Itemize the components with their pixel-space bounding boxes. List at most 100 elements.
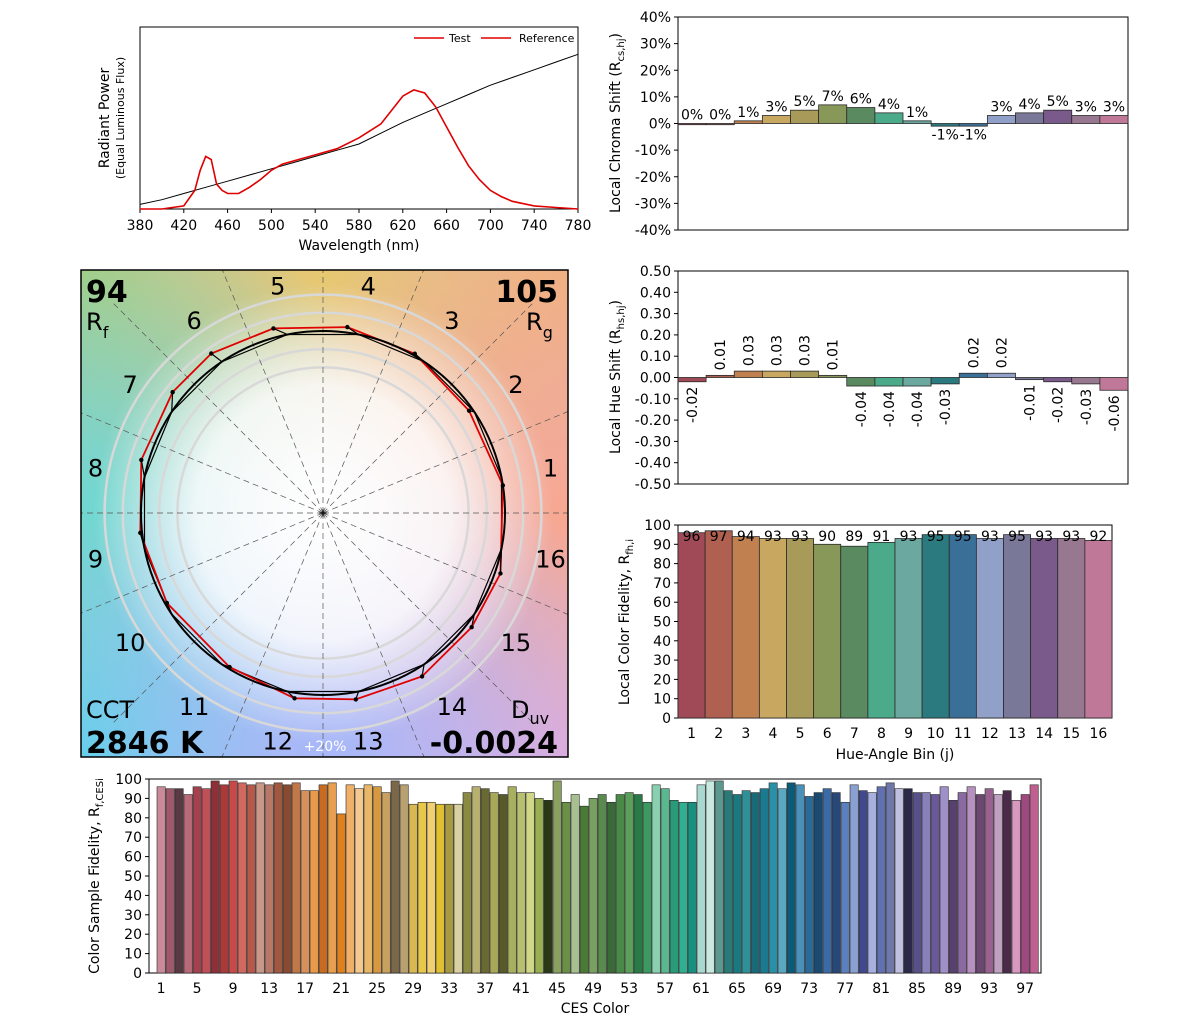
x-tick-label: 4 (768, 726, 777, 742)
bar-value-label: 0.03 (798, 335, 814, 366)
ces-bar (498, 794, 508, 974)
bin-number-label: 12 (262, 728, 293, 756)
x-tick-label: 16 (1090, 726, 1108, 742)
bin-divider (322, 512, 425, 757)
shift-arrow-head (209, 351, 214, 356)
chroma-shift-chart: 0% 0% 1% 3% 5% 7% 6% 4% 1%-1% -1%3% 4% 5% 3% 3% 40%30… (608, 10, 1129, 239)
bar-value-label: -0.04 (854, 391, 870, 427)
bin-divider (110, 300, 324, 514)
bar-value-label: 93 (764, 529, 782, 545)
bar-value-label: 4% (878, 97, 900, 113)
ces-bar (237, 782, 247, 974)
ces-bar (273, 782, 283, 974)
bin-bar (761, 370, 791, 378)
x-tick-label: 11 (954, 726, 972, 742)
ces-bar (444, 803, 454, 974)
bin-bar (705, 374, 735, 378)
shift-arrow-head (469, 625, 474, 630)
ces-bar (894, 788, 904, 974)
ring-label: +20% (304, 739, 347, 755)
bin-number-label: 9 (88, 545, 103, 573)
shift-arrow (347, 326, 359, 335)
ces-bar (633, 794, 643, 974)
y-tick-label: 40 (653, 634, 671, 650)
ces-bar (948, 800, 958, 974)
ces-bar (867, 792, 877, 974)
ces-y-tick-label: 40 (124, 888, 142, 904)
ces-bar (1002, 790, 1012, 974)
shift-arrow-head (271, 326, 276, 331)
ces-x-tick-label: 97 (1016, 981, 1034, 997)
ces-bar (291, 782, 301, 974)
ces-bar (957, 792, 967, 974)
ces-bar (804, 796, 814, 974)
ces-y-tick-label: 100 (115, 772, 142, 788)
bar-value-label: 96 (683, 529, 701, 545)
ces-bar (669, 800, 679, 974)
legend-reference-label: Reference (519, 32, 575, 45)
bar-value-label: 93 (1062, 529, 1080, 545)
bar-value-label: 3% (990, 100, 1012, 116)
rf-value: 94 (86, 275, 128, 310)
ces-bar (1011, 800, 1021, 974)
bin-bar (1003, 534, 1032, 719)
ces-bar (1020, 794, 1030, 974)
ces-y-tick-label: 80 (124, 811, 142, 827)
ces-bar (939, 786, 949, 974)
bar-value-label: 6% (850, 92, 872, 108)
bin-number-label: 8 (88, 455, 103, 483)
y-tick-label: -0.10 (635, 392, 671, 408)
bar-value-label: 0.03 (769, 335, 785, 366)
bar-value-label: 93 (900, 529, 918, 545)
ces-bar (345, 784, 355, 974)
ces-bar (687, 801, 697, 974)
shift-arrow-head (412, 351, 418, 356)
y-tick-label: -0.50 (635, 477, 671, 493)
shift-arrow (171, 392, 174, 412)
shift-arrow (140, 459, 146, 478)
ces-bar (390, 780, 400, 974)
bar-value-label: 0% (709, 108, 731, 124)
ces-bar (462, 792, 472, 974)
ces-bar (966, 786, 976, 974)
duv-value: -0.0024 (430, 726, 558, 761)
bar-value-label: -0.01 (1023, 385, 1039, 421)
bin-number-label: 4 (361, 272, 376, 300)
bin-bar (818, 374, 848, 378)
y-tick-label: -0.40 (635, 456, 671, 472)
bin-bar (986, 372, 1016, 378)
bin-number-label: 14 (437, 693, 468, 721)
bar-value-label: 3% (1075, 100, 1097, 116)
ces-x-tick-label: 37 (476, 981, 494, 997)
ces-x-tick-label: 57 (656, 981, 674, 997)
x-tick-label: 5 (796, 726, 805, 742)
shift-arrow-head (498, 571, 503, 576)
duv-label: Duv (511, 696, 549, 728)
y-tick-label: 0.50 (640, 264, 671, 280)
ces-x-tick-label: 21 (332, 981, 350, 997)
y-tick-label: -20% (635, 170, 671, 186)
ces-bar (228, 780, 238, 974)
shift-arrow-head (139, 457, 144, 463)
x-tick-label: 14 (1035, 726, 1053, 742)
ces-bar (534, 798, 544, 974)
bar-value-label: 91 (873, 529, 891, 545)
ces-x-tick-label: 65 (728, 981, 746, 997)
bin-number-label: 16 (535, 545, 566, 573)
ces-bar (678, 801, 688, 974)
bin-bar (1099, 377, 1129, 391)
local-fidelity-y-title: Local Color Fidelity, Rfh,i (617, 539, 636, 705)
ces-x-tick-label: 89 (944, 981, 962, 997)
ces-bar (174, 788, 184, 974)
ces-bar (876, 786, 886, 974)
bin-bar (704, 530, 733, 719)
ces-x-tick-label: 41 (512, 981, 530, 997)
bar-value-label: -0.04 (910, 391, 926, 427)
ces-bar (489, 792, 499, 974)
bar-value-label: 0% (681, 108, 703, 124)
bar-value-label: 5% (1047, 94, 1069, 110)
ces-x-tick-label: 49 (584, 981, 602, 997)
bin-bar (705, 123, 735, 126)
ces-bar (183, 794, 193, 974)
